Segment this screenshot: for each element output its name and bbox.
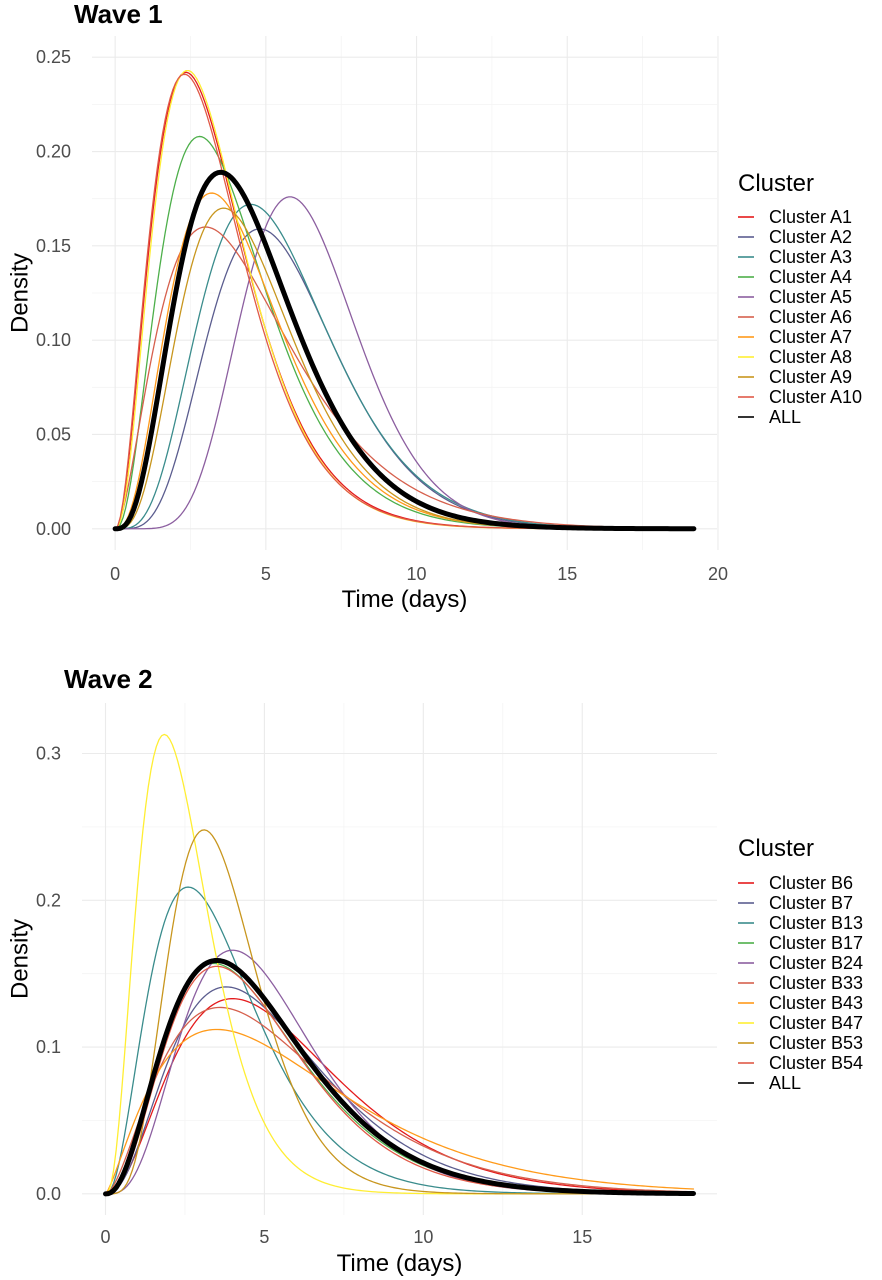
x-axis-title: Time (days) — [337, 1250, 463, 1277]
legend-item: Cluster A10 — [738, 387, 862, 407]
legend-item: Cluster A5 — [738, 287, 852, 307]
legend-item: Cluster A4 — [738, 267, 852, 287]
series-line-cluster-a8 — [114, 69, 695, 530]
legend-item: ALL — [738, 1073, 801, 1093]
legend-label: Cluster B33 — [769, 973, 863, 993]
series-line-cluster-a2 — [114, 228, 695, 530]
y-tick-label: 0.15 — [36, 236, 71, 256]
legend-item: Cluster B33 — [738, 973, 863, 993]
legend-title: Cluster — [738, 835, 814, 862]
legend-label: Cluster B54 — [769, 1053, 863, 1073]
legend-label: Cluster A2 — [769, 227, 852, 247]
legend-label: Cluster A3 — [769, 247, 852, 267]
legend-item: Cluster B54 — [738, 1053, 863, 1073]
legend-item: Cluster B17 — [738, 933, 863, 953]
series-line-cluster-a1 — [114, 71, 695, 530]
series-line-cluster-a3 — [114, 203, 695, 530]
y-tick-label: 0.1 — [36, 1037, 61, 1057]
legend-title: Cluster — [738, 170, 814, 197]
series-line-all — [112, 169, 697, 532]
legend-item: Cluster A2 — [738, 227, 852, 247]
legend-item: Cluster A3 — [738, 247, 852, 267]
y-tick-label: 0.25 — [36, 47, 71, 67]
chart-panel-2: 0 5 10 15 0.0 0.1 0.2 0.3 Wave 2 Time (days) Densi… — [7, 664, 864, 1277]
y-tick-label: 0.20 — [36, 142, 71, 162]
series-line-cluster-b47 — [104, 733, 695, 1195]
legend-label: Cluster A9 — [769, 367, 852, 387]
y-axis-title: Density — [7, 253, 34, 333]
series-line-cluster-a7 — [114, 192, 695, 530]
chart-title: Wave 1 — [74, 0, 163, 29]
x-tick-label: 20 — [708, 564, 728, 584]
legend-label: ALL — [769, 407, 801, 427]
x-tick-label: 5 — [259, 1227, 269, 1247]
legend-label: Cluster B17 — [769, 933, 863, 953]
legend-item: Cluster A9 — [738, 367, 852, 387]
x-axis-title: Time (days) — [342, 586, 468, 613]
series-line-cluster-b6 — [104, 998, 695, 1195]
legend-label: Cluster B53 — [769, 1033, 863, 1053]
x-tick-label: 15 — [572, 1227, 592, 1247]
y-tick-label: 0.05 — [36, 424, 71, 444]
legend-label: Cluster A8 — [769, 347, 852, 367]
legend-label: Cluster B13 — [769, 913, 863, 933]
series-line-cluster-a5 — [114, 196, 695, 530]
legend-label: Cluster B43 — [769, 993, 863, 1013]
series-line-cluster-a6 — [114, 226, 695, 530]
legend-label: Cluster A6 — [769, 307, 852, 327]
y-tick-label: 0.10 — [36, 330, 71, 350]
legend-label: Cluster B24 — [769, 953, 863, 973]
series-line-cluster-a9 — [114, 207, 695, 530]
y-tick-label: 0.2 — [36, 890, 61, 910]
x-tick-label: 0 — [101, 1227, 111, 1247]
legend-label: Cluster A10 — [769, 387, 862, 407]
x-tick-label: 5 — [261, 564, 271, 584]
legend-item: Cluster B7 — [738, 893, 853, 913]
legend-item: Cluster B43 — [738, 993, 863, 1013]
series-line-cluster-b54 — [104, 965, 695, 1195]
x-tick-label: 15 — [557, 564, 577, 584]
legend-label: Cluster A1 — [769, 207, 852, 227]
series-line-cluster-a10 — [114, 73, 695, 530]
y-axis-title: Density — [7, 919, 34, 999]
legend-label: Cluster B6 — [769, 873, 853, 893]
x-tick-label: 0 — [110, 564, 120, 584]
series-line-cluster-b33 — [104, 1006, 695, 1195]
legend-label: Cluster B7 — [769, 893, 853, 913]
legend-label: Cluster A7 — [769, 327, 852, 347]
legend-item: ALL — [738, 407, 801, 427]
y-tick-label: 0.00 — [36, 519, 71, 539]
y-tick-label: 0.0 — [36, 1184, 61, 1204]
y-tick-label: 0.3 — [36, 743, 61, 763]
series-line-cluster-b24 — [104, 949, 695, 1195]
series-line-cluster-b43 — [104, 1028, 695, 1195]
legend-item: Cluster A7 — [738, 327, 852, 347]
series-line-all — [103, 957, 696, 1197]
x-tick-label: 10 — [413, 1227, 433, 1247]
chart-title: Wave 2 — [64, 664, 153, 694]
legend-label: Cluster A5 — [769, 287, 852, 307]
legend-item: Cluster A1 — [738, 207, 852, 227]
legend-label: Cluster B47 — [769, 1013, 863, 1033]
legend-item: Cluster B53 — [738, 1033, 863, 1053]
legend-item: Cluster B24 — [738, 953, 863, 973]
legend-label: Cluster A4 — [769, 267, 852, 287]
series-line-cluster-b53 — [104, 829, 695, 1195]
legend-item: Cluster B47 — [738, 1013, 863, 1033]
legend-item: Cluster A8 — [738, 347, 852, 367]
legend-item: Cluster B6 — [738, 873, 853, 893]
legend-label: ALL — [769, 1073, 801, 1093]
legend-item: Cluster B13 — [738, 913, 863, 933]
x-tick-label: 10 — [407, 564, 427, 584]
legend-item: Cluster A6 — [738, 307, 852, 327]
